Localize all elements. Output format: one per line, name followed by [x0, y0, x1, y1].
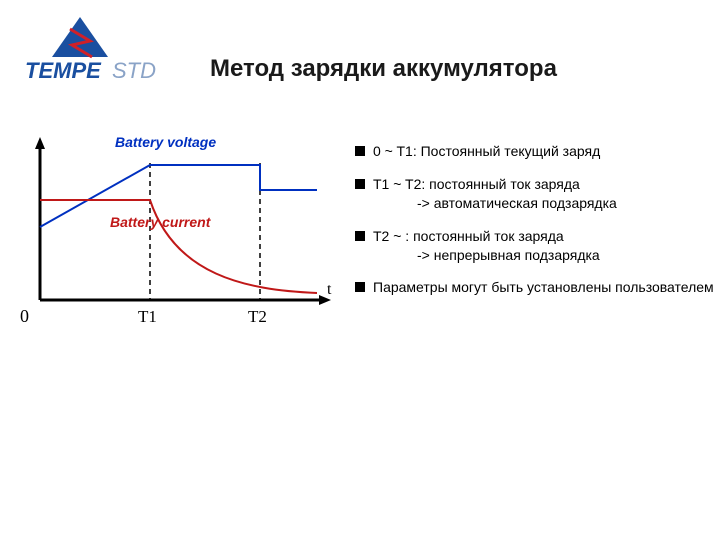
- bullet-text: T2 ~ : постоянный ток заряда-> непрерывн…: [373, 227, 600, 265]
- bullet-list: 0 ~ T1: Постоянный текущий заряд T1 ~ T2:…: [355, 142, 715, 311]
- x-axis-label: t: [327, 281, 332, 298]
- current-label: Battery current: [110, 214, 212, 230]
- charging-chart: 0 t T1 T2 Battery voltage Battery current: [5, 135, 345, 345]
- bullet-item: 0 ~ T1: Постоянный текущий заряд: [355, 142, 715, 161]
- logo-text-main: TEMPE: [25, 58, 102, 83]
- logo-text-thin: STD: [112, 58, 156, 83]
- origin-label: 0: [20, 306, 29, 326]
- voltage-label: Battery voltage: [115, 135, 216, 150]
- bullet-item: T2 ~ : постоянный ток заряда-> непрерывн…: [355, 227, 715, 265]
- bullet-marker: [355, 179, 365, 189]
- bullet-text: T1 ~ T2: постоянный ток заряда-> автомат…: [373, 175, 617, 213]
- bullet-item: Параметры могут быть установлены пользов…: [355, 278, 715, 297]
- tick-label: T1: [138, 307, 157, 326]
- brand-logo: TEMPE STD: [20, 15, 200, 85]
- bullet-marker: [355, 146, 365, 156]
- bullet-marker: [355, 231, 365, 241]
- bullet-marker: [355, 282, 365, 292]
- y-axis-arrow: [35, 137, 45, 149]
- bullet-text: 0 ~ T1: Постоянный текущий заряд: [373, 142, 600, 161]
- page-title: Метод зарядки аккумулятора: [210, 55, 557, 83]
- bullet-item: T1 ~ T2: постоянный ток заряда-> автомат…: [355, 175, 715, 213]
- bullet-text: Параметры могут быть установлены пользов…: [373, 278, 714, 297]
- tick-label: T2: [248, 307, 267, 326]
